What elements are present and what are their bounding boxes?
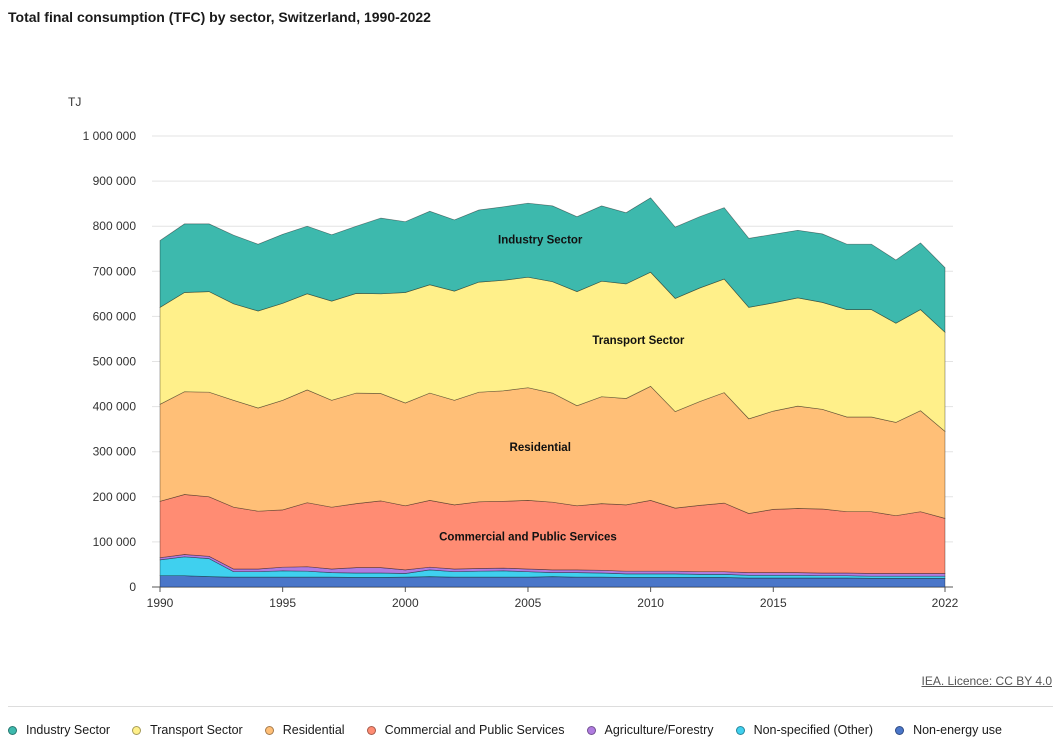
legend-label: Non-energy use <box>913 723 1003 737</box>
y-tick-label: 200 000 <box>93 490 137 504</box>
chart-title: Total final consumption (TFC) by sector,… <box>8 9 431 25</box>
y-axis-ticks: 0 100 000 200 000 300 000 400 000 500 000 600 … <box>83 129 137 594</box>
y-tick-label: 300 000 <box>93 445 137 459</box>
area-label: Residential <box>510 442 571 454</box>
y-tick-label: 400 000 <box>93 400 137 414</box>
x-tick-label: 2010 <box>637 596 664 610</box>
legend-item-non-specified-other[interactable]: Non-specified (Other) <box>735 723 874 737</box>
y-tick-label: 900 000 <box>93 174 137 188</box>
area-label: Commercial and Public Services <box>439 531 617 543</box>
legend-swatch <box>8 725 17 735</box>
legend-item-residential[interactable]: Residential <box>264 723 345 737</box>
y-tick-label: 100 000 <box>93 535 137 549</box>
legend-item-non-energy-use[interactable]: Non-energy use <box>895 723 1002 737</box>
legend-label: Industry Sector <box>26 723 111 737</box>
x-tick-label: 2000 <box>392 596 419 610</box>
x-tick-label: 1990 <box>147 596 174 610</box>
x-tick-label: 2005 <box>515 596 542 610</box>
x-tick-label: 2022 <box>932 596 959 610</box>
legend-swatch <box>264 725 274 735</box>
legend-item-commercial-and-public-services[interactable]: Commercial and Public Services <box>366 723 565 737</box>
legend-swatch <box>895 725 905 735</box>
legend: Industry Sector Transport Sector Residenti… <box>8 723 1002 737</box>
legend-divider <box>8 706 1053 707</box>
legend-item-agriculture-forestry[interactable]: Agriculture/Forestry <box>586 723 714 737</box>
legend-swatch <box>586 725 596 735</box>
legend-label: Residential <box>282 723 345 737</box>
license-link[interactable]: IEA. Licence: CC BY 4.0 <box>921 674 1052 688</box>
y-axis-unit: TJ <box>68 95 81 109</box>
y-tick-label: 1 000 000 <box>83 129 137 143</box>
legend-label: Agriculture/Forestry <box>604 723 714 737</box>
area-label: Industry Sector <box>498 235 583 247</box>
stacked-area-chart: TJ 0 100 000 200 000 300 000 400 000 500 000 6… <box>68 95 959 610</box>
y-tick-label: 700 000 <box>93 264 137 278</box>
area-industry-sector[interactable] <box>159 197 946 333</box>
area-series <box>159 197 946 588</box>
legend-label: Non-specified (Other) <box>753 723 874 737</box>
y-tick-label: 600 000 <box>93 309 137 323</box>
legend-label: Commercial and Public Services <box>384 723 565 737</box>
x-axis-ticks: 1990 1995 2000 2005 2010 2015 2022 <box>147 587 959 610</box>
x-tick-label: 1995 <box>269 596 296 610</box>
legend-swatch <box>735 725 745 735</box>
legend-label: Transport Sector <box>150 723 243 737</box>
x-tick-label: 2015 <box>760 596 787 610</box>
y-tick-label: 500 000 <box>93 355 137 369</box>
area-labels: Industry Sector Transport Sector Residenti… <box>439 235 685 544</box>
legend-swatch <box>132 725 142 735</box>
area-label: Transport Sector <box>592 335 685 347</box>
legend-item-industry-sector[interactable]: Industry Sector <box>8 723 110 737</box>
legend-item-transport-sector[interactable]: Transport Sector <box>132 723 243 737</box>
y-tick-label: 800 000 <box>93 219 137 233</box>
legend-swatch <box>366 725 376 735</box>
y-tick-label: 0 <box>129 580 136 594</box>
